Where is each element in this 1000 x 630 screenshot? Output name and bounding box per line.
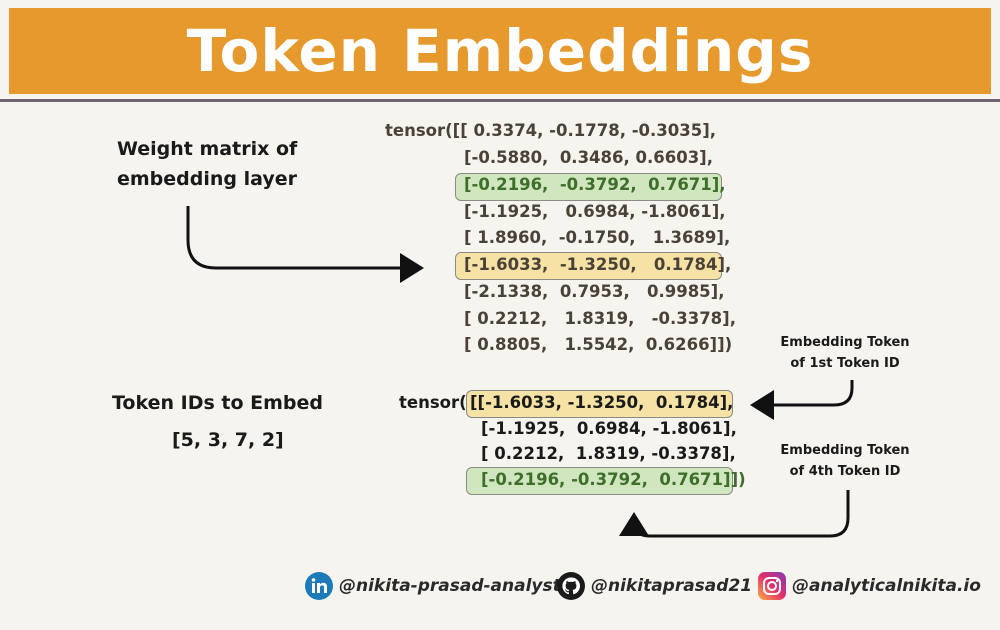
title-banner: Token Embeddings: [9, 8, 991, 94]
instagram-handle: @analyticalnikita.io: [792, 576, 981, 596]
linkedin-icon: [305, 572, 333, 600]
arrow-fourth-token: [619, 490, 850, 538]
arrow-first-token: [750, 380, 854, 420]
note-first-token: Embedding Token of 1st Token ID: [760, 332, 930, 374]
github-handle: @nikitaprasad21: [591, 576, 753, 596]
instagram-icon: [758, 572, 786, 600]
weight-row: [-2.1338, 0.7953, 0.9985],: [464, 282, 725, 301]
weight-label-line-1: Weight matrix of: [117, 138, 298, 160]
note-fourth-line-1: Embedding Token: [780, 443, 910, 458]
weight-row-highlighted: [-0.2196, -0.3792, 0.7671],: [464, 175, 726, 194]
token-ids-value: [5, 3, 7, 2]: [172, 429, 284, 451]
output-row: [ 0.2212, 1.8319, -0.3378],: [481, 444, 736, 463]
output-row-highlighted: [-0.2196, -0.3792, 0.7671]]): [481, 470, 746, 489]
github-icon: [557, 572, 585, 600]
note-first-line-1: Embedding Token: [780, 335, 910, 350]
output-row: [-1.1925, 0.6984, -1.8061],: [481, 419, 737, 438]
linkedin-handle: @nikita-prasad-analyst: [339, 576, 561, 596]
weight-row-highlighted: [-1.6033, -1.3250, 0.1784],: [464, 255, 732, 274]
weight-row: [ 0.2212, 1.8319, -0.3378],: [464, 309, 736, 328]
weight-row: [ 0.8805, 1.5542, 0.6266]]): [464, 335, 733, 354]
note-first-line-2: of 1st Token ID: [790, 356, 900, 371]
page-title: Token Embeddings: [186, 17, 814, 85]
output-row-highlight-green: [466, 467, 733, 495]
social-instagram[interactable]: @analyticalnikita.io: [758, 570, 981, 602]
token-ids-label: Token IDs to Embed: [112, 392, 324, 414]
output-row-highlight-yellow: [466, 390, 733, 418]
social-github[interactable]: @nikitaprasad21: [557, 570, 752, 602]
social-linkedin[interactable]: @nikita-prasad-analyst: [305, 570, 561, 602]
weight-row: [-1.1925, 0.6984, -1.8061],: [464, 202, 726, 221]
output-prefix: tensor(: [399, 393, 467, 412]
weight-row-highlight-green: [455, 173, 722, 201]
title-divider: [0, 99, 1000, 102]
note-fourth-token: Embedding Token of 4th Token ID: [760, 440, 930, 482]
note-fourth-line-2: of 4th Token ID: [789, 464, 901, 479]
weight-label-line-2: embedding layer: [117, 168, 298, 190]
weight-row: [-0.5880, 0.3486, 0.6603],: [464, 148, 713, 167]
weight-row: [ 1.8960, -0.1750, 1.3689],: [464, 228, 731, 247]
weight-row-highlight-yellow: [455, 252, 722, 280]
arrow-weight-to-matrix: [186, 206, 424, 283]
weight-matrix-label: Weight matrix of embedding layer: [117, 134, 297, 194]
weight-row: tensor([[ 0.3374, -0.1778, -0.3035],: [385, 121, 717, 140]
output-row-highlighted: [[-1.6033, -1.3250, 0.1784],: [470, 393, 734, 412]
